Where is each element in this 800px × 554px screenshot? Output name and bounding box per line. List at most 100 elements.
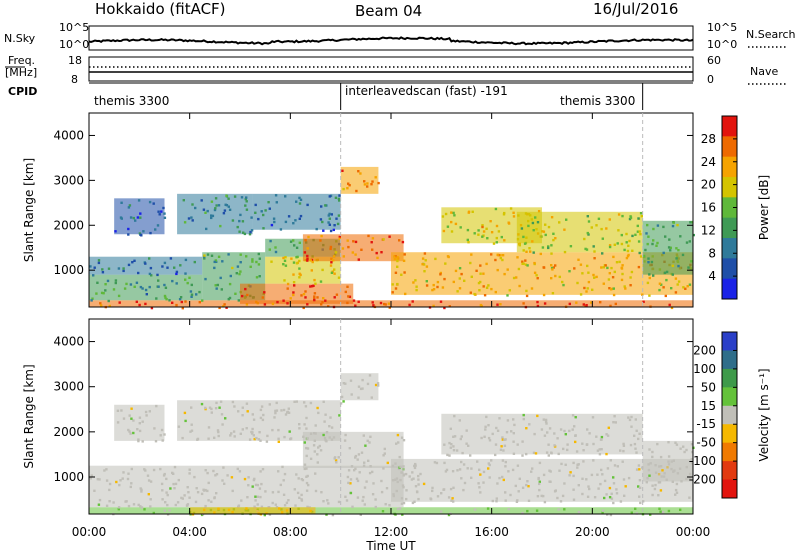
heatmap-cell: [512, 211, 515, 214]
heatmap-cell: [553, 432, 556, 435]
heatmap-cell: [140, 490, 143, 493]
heatmap-cell: [117, 506, 121, 509]
heatmap-cell: [591, 288, 594, 291]
heatmap-cell: [490, 459, 493, 462]
heatmap-cell: [517, 490, 520, 493]
heatmap-cell: [447, 513, 451, 517]
heatmap-cell: [606, 467, 610, 470]
heatmap-cell: [327, 305, 330, 308]
heatmap-cell: [388, 306, 391, 309]
heatmap-cell: [145, 293, 148, 296]
heatmap-cell: [587, 280, 591, 284]
heatmap-cell: [255, 260, 258, 264]
heatmap-cell: [325, 431, 329, 434]
y-tick-label: 3000: [53, 380, 84, 394]
heatmap-cell: [550, 266, 554, 270]
heatmap-cell: [163, 433, 166, 436]
heatmap-cell: [310, 269, 313, 272]
heatmap-cell: [357, 396, 360, 399]
heatmap-cell: [575, 450, 579, 453]
heatmap-cell: [277, 428, 280, 432]
heatmap-cell: [656, 241, 659, 245]
heatmap-cell: [364, 444, 367, 447]
heatmap-cell: [328, 195, 331, 198]
heatmap-cell: [623, 494, 626, 497]
heatmap-cell: [305, 467, 308, 470]
heatmap-cell: [496, 429, 500, 432]
heatmap-cell: [354, 454, 358, 458]
heatmap-cell: [297, 477, 300, 480]
heatmap-cell: [612, 421, 615, 424]
heatmap-cell: [566, 448, 569, 452]
heatmap-cell: [646, 281, 650, 285]
heatmap-cell: [572, 461, 575, 465]
heatmap-cell: [550, 252, 553, 255]
heatmap-cell: [633, 434, 636, 437]
heatmap-cell: [318, 444, 321, 448]
heatmap-cell: [357, 453, 361, 456]
heatmap-cell: [449, 446, 452, 449]
heatmap-cell: [503, 272, 506, 276]
heatmap-cell: [271, 501, 274, 505]
heatmap-cell: [384, 303, 387, 306]
heatmap-cell: [399, 478, 402, 482]
heatmap-cell: [108, 482, 112, 486]
heatmap-cell: [252, 418, 256, 421]
heatmap-cell: [122, 269, 125, 273]
heatmap-cell: [525, 294, 529, 298]
heatmap-region-fill: [89, 465, 404, 508]
heatmap-cell: [637, 437, 640, 441]
heatmap-cell: [165, 298, 168, 301]
heatmap-cell: [609, 513, 613, 517]
heatmap-cell: [475, 269, 478, 272]
heatmap-cell: [479, 272, 482, 275]
heatmap-cell: [660, 475, 663, 478]
heatmap-cell: [128, 204, 132, 207]
heatmap-cell: [391, 291, 394, 294]
heatmap-cell: [137, 439, 140, 443]
heatmap-cell: [203, 257, 206, 260]
heatmap-cell: [638, 251, 641, 255]
heatmap-cell: [322, 400, 325, 403]
heatmap-cell: [494, 207, 498, 211]
heatmap-cell: [623, 285, 626, 288]
heatmap-cell: [241, 414, 244, 417]
heatmap-cell: [491, 432, 494, 436]
heatmap-region: [89, 256, 203, 277]
heatmap-cell: [265, 440, 269, 443]
heatmap-cell: [648, 448, 651, 451]
heatmap-cell: [504, 499, 507, 502]
heatmap-cell: [137, 199, 141, 202]
heatmap-cell: [565, 218, 568, 221]
heatmap-cell: [574, 416, 577, 419]
heatmap-cell: [284, 256, 287, 259]
heatmap-cell: [621, 460, 624, 463]
heatmap-cell: [228, 208, 232, 211]
heatmap-cell: [476, 460, 479, 463]
heatmap-cell: [140, 234, 143, 237]
heatmap-cell: [652, 239, 655, 242]
heatmap-cell: [533, 261, 536, 265]
heatmap-cell: [413, 464, 416, 468]
heatmap-cell: [231, 266, 234, 270]
heatmap-cell: [538, 488, 541, 492]
heatmap-cell: [583, 237, 586, 241]
heatmap-cell: [507, 508, 510, 511]
x-axis-label: Time UT: [365, 539, 416, 553]
heatmap-cell: [239, 432, 242, 435]
nsearch-tick-bottom: 10^0: [707, 38, 738, 51]
heatmap-cell: [338, 194, 341, 197]
y-axis-label: Slant Range [km]: [22, 158, 36, 262]
heatmap-cell: [329, 416, 332, 419]
heatmap-cell: [404, 292, 407, 296]
heatmap-cell: [179, 296, 183, 299]
heatmap-cell: [311, 285, 314, 288]
heatmap-cell: [206, 471, 209, 475]
heatmap-cell: [284, 413, 288, 416]
heatmap-cell: [512, 432, 515, 435]
heatmap-cell: [347, 481, 350, 485]
heatmap-cell: [255, 276, 259, 279]
heatmap-cell: [361, 387, 364, 390]
heatmap-cell: [136, 216, 140, 219]
heatmap-cell: [525, 452, 528, 456]
